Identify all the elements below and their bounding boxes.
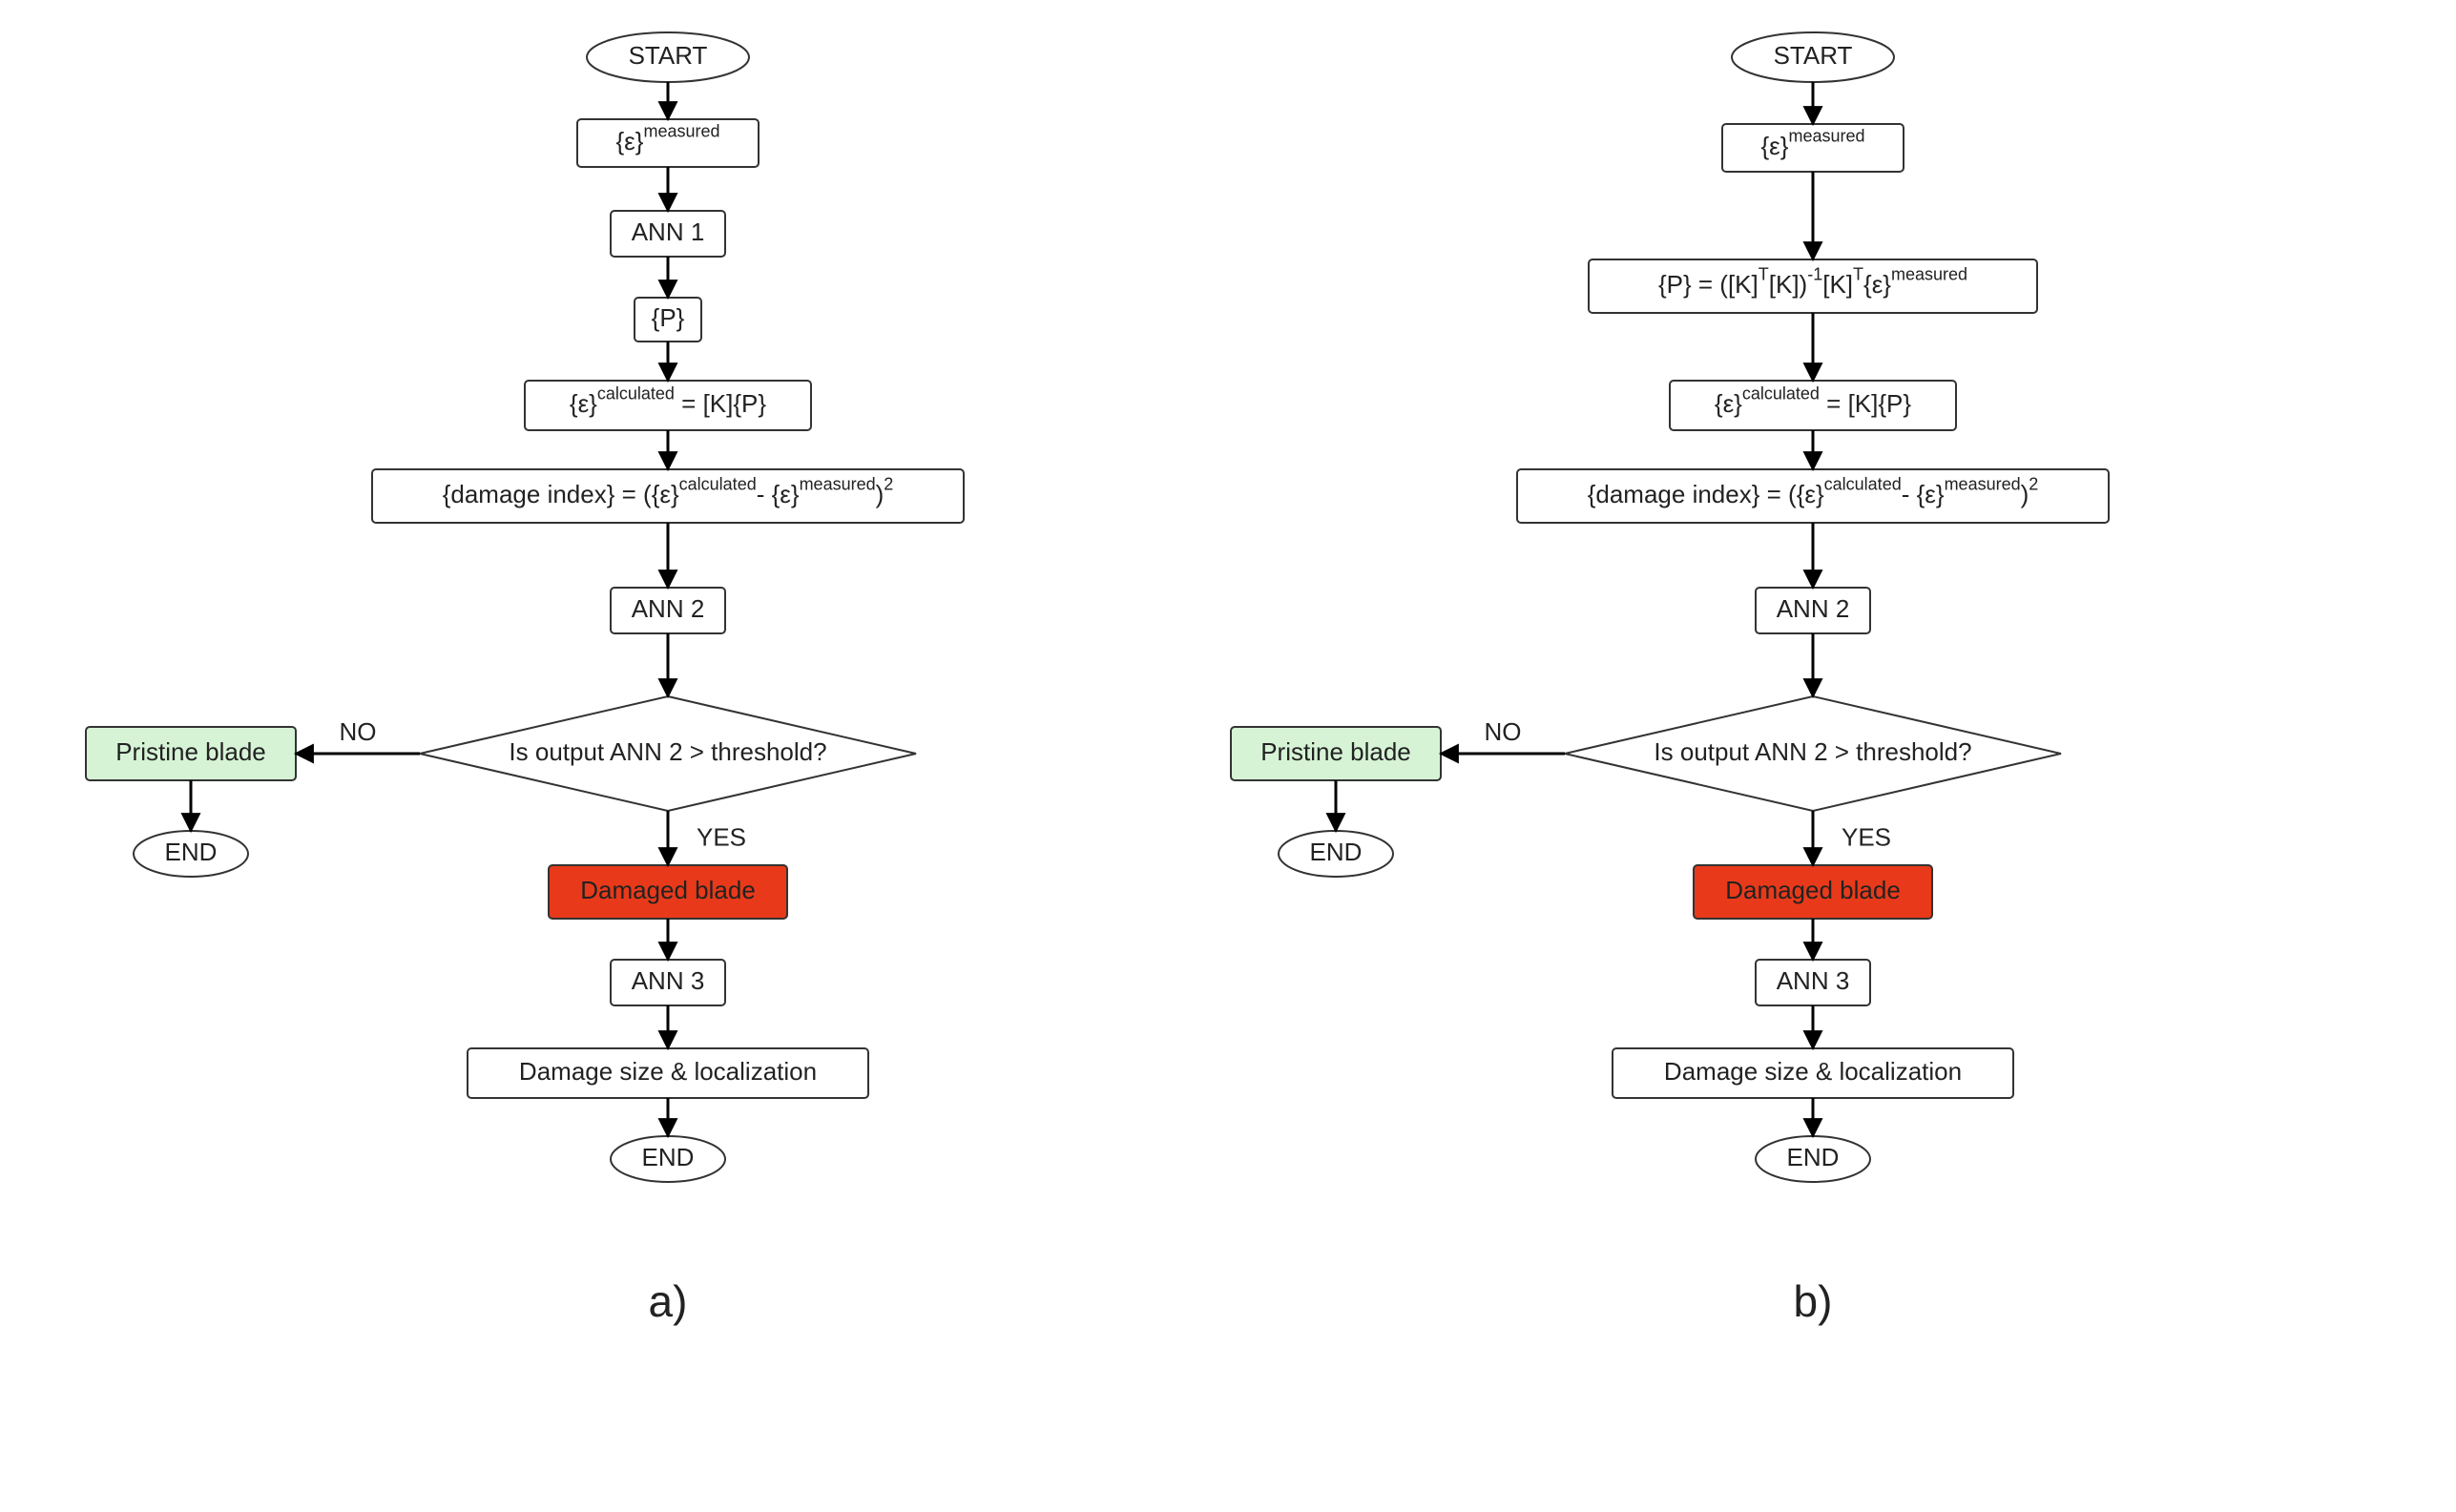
node-label: ANN 3 [632, 966, 705, 995]
size_loc-node: Damage size & localization [1613, 1048, 2013, 1098]
eps_calc_b-node: {ε}calculated = [K]{P} [1670, 381, 1956, 430]
node-label: Damaged blade [1725, 876, 1901, 904]
end_bottom-node: END [611, 1136, 725, 1182]
node-label: END [1787, 1143, 1840, 1171]
end_bottom-node: END [1756, 1136, 1870, 1182]
damaged-node: Damaged blade [549, 865, 787, 919]
eps_calc_a-node: {ε}calculated = [K]{P} [525, 381, 811, 430]
node-label: ANN 3 [1777, 966, 1850, 995]
ann2-node: ANN 2 [611, 588, 725, 633]
undefined-node: END [1279, 831, 1393, 877]
edge-label-yes: YES [697, 823, 746, 852]
damage_index-node: {damage index} = ({ε}calculated- {ε}meas… [372, 469, 964, 523]
node-label: Is output ANN 2 > threshold? [509, 737, 826, 766]
ann2-node: ANN 2 [1756, 588, 1870, 633]
edge-label-no: NO [1485, 717, 1522, 746]
node-label: Damaged blade [580, 876, 756, 904]
undefined-node: Pristine blade [1231, 727, 1441, 780]
start-node: START [1732, 32, 1894, 82]
node-label: Pristine blade [1260, 737, 1411, 766]
node-label: ANN 2 [1777, 594, 1850, 623]
size_loc-node: Damage size & localization [468, 1048, 868, 1098]
edge-label-no: NO [340, 717, 377, 746]
decision-node: Is output ANN 2 > threshold? [420, 696, 916, 811]
node-label: END [165, 838, 218, 866]
node-label: Damage size & localization [1664, 1057, 1962, 1086]
node-label: START [1774, 41, 1853, 70]
ann1-node: ANN 1 [611, 211, 725, 257]
damage_index-node: {damage index} = ({ε}calculated- {ε}meas… [1517, 469, 2109, 523]
edge-label-yes: YES [1842, 823, 1891, 852]
damaged-node: Damaged blade [1694, 865, 1932, 919]
node-label: Pristine blade [115, 737, 266, 766]
eps_measured-node: {ε}measured [577, 119, 759, 167]
eps_measured-node: {ε}measured [1722, 124, 1904, 172]
node-label: ANN 1 [632, 217, 705, 246]
node-label: ANN 2 [632, 594, 705, 623]
undefined-node: Pristine blade [86, 727, 296, 780]
undefined-node: END [134, 831, 248, 877]
node-label: END [1310, 838, 1363, 866]
start-node: START [587, 32, 749, 82]
node-label: START [629, 41, 708, 70]
caption-a: a) [649, 1276, 688, 1326]
node-label: {P} [652, 303, 685, 332]
caption-b: b) [1794, 1276, 1833, 1326]
node-label: Damage size & localization [519, 1057, 817, 1086]
P-node: {P} [635, 298, 701, 342]
ann3-node: ANN 3 [611, 960, 725, 1005]
node-label: END [642, 1143, 695, 1171]
node-label: Is output ANN 2 > threshold? [1654, 737, 1971, 766]
decision-node: Is output ANN 2 > threshold? [1565, 696, 2061, 811]
ann3-node: ANN 3 [1756, 960, 1870, 1005]
P_formula-node: {P} = ([K]T[K])-1[K]T{ε}measured [1589, 259, 2037, 313]
